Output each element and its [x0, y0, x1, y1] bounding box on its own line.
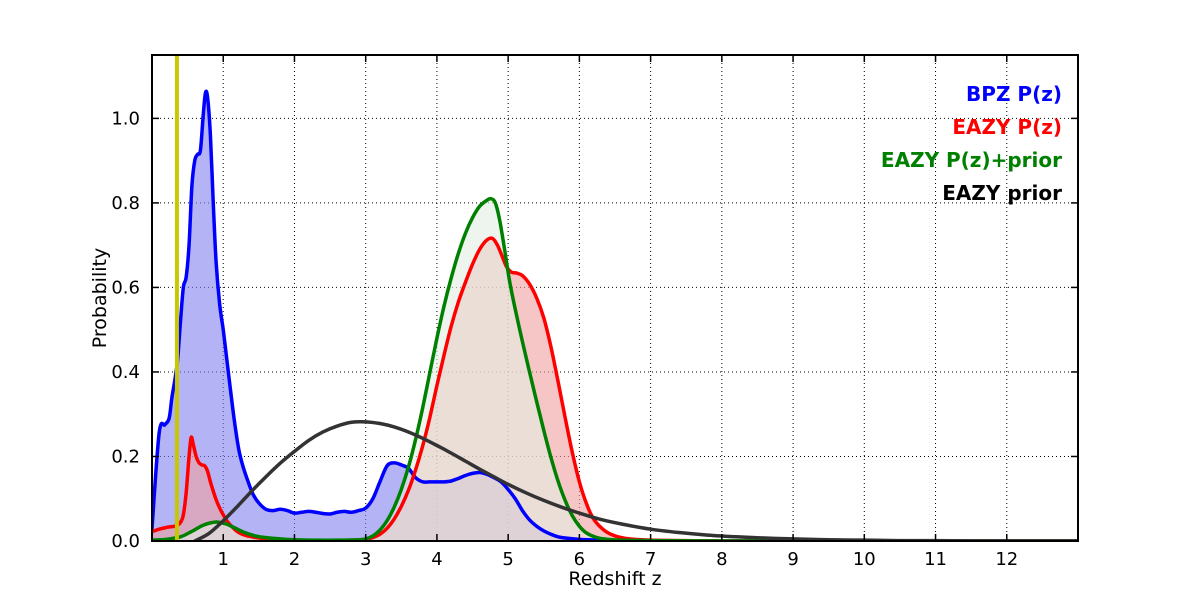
x-tick-label: 12	[995, 549, 1018, 570]
x-tick-label: 9	[787, 549, 798, 570]
x-tick-label: 2	[289, 549, 300, 570]
series-line-2	[152, 196, 1078, 541]
legend-item-1: EAZY P(z)	[952, 115, 1062, 139]
series-line-3	[192, 419, 1078, 541]
axis-ticks	[152, 55, 1078, 542]
series-line-0	[152, 89, 1078, 541]
x-tick-label: 4	[431, 549, 442, 570]
series-line-1	[152, 236, 1078, 541]
plot-axes-frame	[151, 54, 1079, 542]
y-tick-label: 0.4	[111, 362, 140, 383]
x-tick-label: 5	[502, 549, 513, 570]
plot-area-background	[152, 55, 1078, 541]
x-tick-label: 7	[645, 549, 656, 570]
legend-item-0: BPZ P(z)	[966, 82, 1062, 106]
y-axis-label: Probability	[89, 248, 111, 348]
y-tick-labels: 0.0 0.2 0.4 0.6 0.8 1.0	[111, 108, 140, 552]
series-fill-0	[152, 91, 1078, 541]
x-tick-label: 11	[924, 549, 947, 570]
x-tick-label: 8	[716, 549, 727, 570]
data-series-group	[152, 89, 1078, 541]
x-axis-label: Redshift z	[568, 568, 661, 590]
legend-item-2: EAZY P(z)+prior	[881, 148, 1062, 172]
x-tick-labels: 1 2 3 4 5 6 7 8 9 10 11 12	[218, 549, 1019, 570]
chart-legend: BPZ P(z) EAZY P(z) EAZY P(z)+prior EAZY pri…	[881, 82, 1062, 205]
y-tick-label: 0.6	[111, 277, 140, 298]
y-tick-label: 0.0	[111, 531, 140, 552]
y-tick-label: 1.0	[111, 108, 140, 129]
y-tick-label: 0.2	[111, 446, 140, 467]
x-tick-label: 3	[360, 549, 371, 570]
x-tick-label: 10	[853, 549, 876, 570]
grid-lines	[152, 55, 1078, 541]
x-tick-label: 1	[218, 549, 229, 570]
legend-item-3: EAZY prior	[942, 181, 1062, 205]
x-tick-label: 6	[574, 549, 585, 570]
y-tick-label: 0.8	[111, 193, 140, 214]
